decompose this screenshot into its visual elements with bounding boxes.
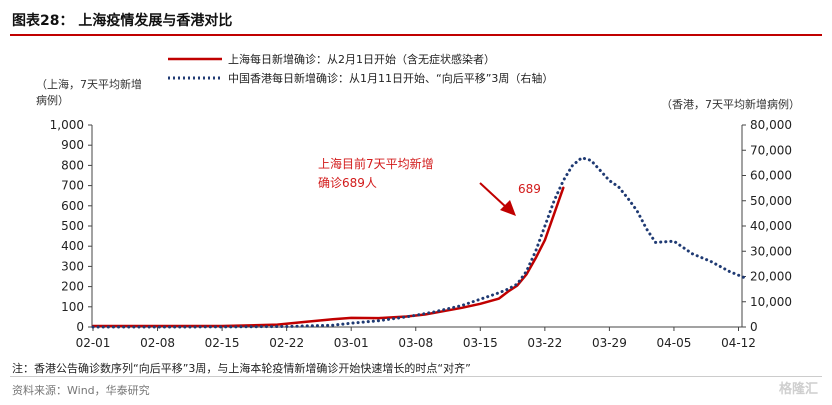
right-tick-label: 30,000 <box>750 244 792 258</box>
x-tick-label: 02-22 <box>269 336 304 350</box>
right-tick-label: 10,000 <box>750 295 792 309</box>
legend-label-shanghai: 上海每日新增确诊：从2月1日开始（含无症状感染者） <box>228 52 495 66</box>
left-tick-label: 1,000 <box>50 118 84 132</box>
footer-rule <box>10 376 822 377</box>
left-tick-label: 900 <box>61 138 84 152</box>
left-tick-label: 200 <box>61 280 84 294</box>
annotation-arrow-shaft <box>479 182 508 209</box>
left-tick-label: 800 <box>61 158 84 172</box>
brand-watermark: 格隆汇 <box>778 382 818 397</box>
annotation-label: 上海目前7天平均新增 <box>318 156 434 171</box>
figure-title: 图表28： 上海疫情发展与香港对比 <box>12 13 233 29</box>
x-tick-label: 03-22 <box>527 336 562 350</box>
series-line-hongkong <box>91 156 750 329</box>
x-tick-label: 04-12 <box>721 336 756 350</box>
source-text: 资料来源：Wind，华泰研究 <box>12 384 150 397</box>
annotation-arrow-head <box>500 200 516 216</box>
x-tick-label: 04-05 <box>657 336 692 350</box>
left-tick-label: 700 <box>61 179 84 193</box>
axes: 0 100 200 300 400 500 600 700 800 900 1,000 0 10,000… <box>36 77 800 350</box>
x-tick-label: 03-29 <box>592 336 627 350</box>
x-tick-label: 02-01 <box>76 336 111 350</box>
series-layer <box>91 156 750 329</box>
right-axis-title: （香港，7天平均新增病例） <box>661 97 800 111</box>
title-rule <box>10 34 822 36</box>
right-tick-label: 70,000 <box>750 143 792 157</box>
left-tick-label: 100 <box>61 300 84 314</box>
x-tick-label: 03-08 <box>398 336 433 350</box>
right-tick-label: 50,000 <box>750 194 792 208</box>
left-axis-title: （上海，7天平均新增 <box>36 77 142 91</box>
right-tick-label: 20,000 <box>750 270 792 284</box>
left-tick-label: 500 <box>61 219 84 233</box>
right-tick-label: 0 <box>750 320 758 334</box>
left-tick-label: 0 <box>76 320 84 334</box>
x-tick-label: 03-15 <box>463 336 498 350</box>
left-axis-title: 病例） <box>36 93 69 107</box>
footnote: 注：香港公告确诊数序列“向后平移”3周，与上海本轮疫情新增确诊开始快速增长的时点… <box>12 362 471 375</box>
x-tick-label: 03-01 <box>334 336 369 350</box>
x-tick-label: 02-08 <box>140 336 175 350</box>
annotation-value-label: 689 <box>518 182 541 196</box>
left-tick-label: 400 <box>61 239 84 253</box>
chart: 上海每日新增确诊：从2月1日开始（含无症状感染者） 中国香港每日新增确诊：从1月… <box>36 52 800 350</box>
right-tick-label: 60,000 <box>750 169 792 183</box>
right-tick-label: 80,000 <box>750 118 792 132</box>
left-tick-label: 600 <box>61 199 84 213</box>
right-tick-label: 40,000 <box>750 219 792 233</box>
series-line-shanghai <box>91 186 565 328</box>
annotation-label: 确诊689人 <box>318 176 377 190</box>
legend-label-hongkong: 中国香港每日新增确诊：从1月11日开始、“向后平移”3周（右轴） <box>228 71 553 85</box>
legend: 上海每日新增确诊：从2月1日开始（含无症状感染者） 中国香港每日新增确诊：从1月… <box>168 52 553 85</box>
left-tick-label: 300 <box>61 259 84 273</box>
x-tick-label: 02-15 <box>205 336 240 350</box>
